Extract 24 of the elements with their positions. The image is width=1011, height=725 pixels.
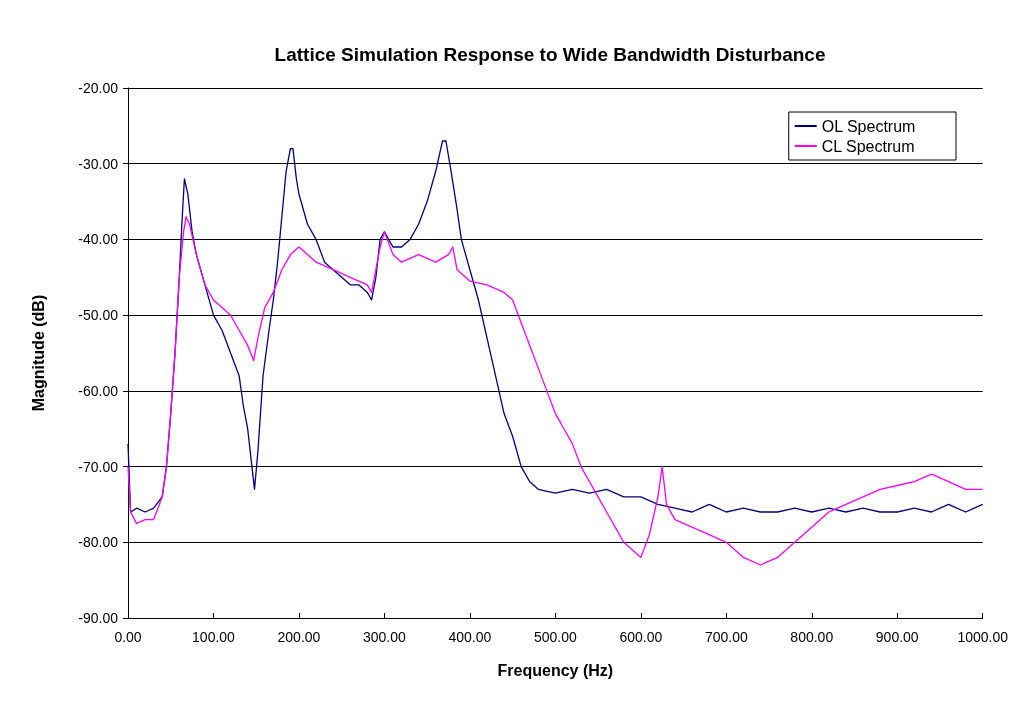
x-tick-label: 1000.00 bbox=[957, 629, 1009, 645]
y-tick-label: -90.00 bbox=[78, 610, 119, 626]
x-tick-label: 700.00 bbox=[704, 629, 748, 645]
y-axis-title: Magnitude (dB) bbox=[29, 294, 47, 412]
y-tick-label: -60.00 bbox=[78, 382, 119, 399]
x-tick-label: 0.00 bbox=[114, 629, 142, 645]
y-tick-label: -30.00 bbox=[78, 155, 119, 172]
y-tick-label: -20.00 bbox=[78, 80, 119, 96]
x-tick-label: 600.00 bbox=[619, 629, 663, 645]
y-tick-label: -40.00 bbox=[78, 231, 119, 248]
legend-label: OL Spectrum bbox=[821, 117, 916, 135]
x-tick-label: 900.00 bbox=[875, 629, 919, 645]
x-tick-label: 200.00 bbox=[277, 629, 321, 645]
x-tick-label: 500.00 bbox=[533, 629, 577, 645]
x-axis-title: Frequency (Hz) bbox=[497, 661, 614, 679]
x-tick-label: 100.00 bbox=[192, 629, 236, 645]
y-tick-label: -50.00 bbox=[78, 307, 119, 324]
y-tick-label: -70.00 bbox=[78, 458, 119, 475]
y-tick-label: -80.00 bbox=[78, 534, 119, 551]
x-tick-label: 800.00 bbox=[790, 629, 834, 645]
x-tick-label: 300.00 bbox=[362, 629, 407, 645]
x-tick-label: 400.00 bbox=[448, 629, 492, 645]
chart-title: Lattice Simulation Response to Wide Bandwidth Disturbance bbox=[274, 44, 826, 65]
legend-label: CL Spectrum bbox=[821, 137, 915, 155]
